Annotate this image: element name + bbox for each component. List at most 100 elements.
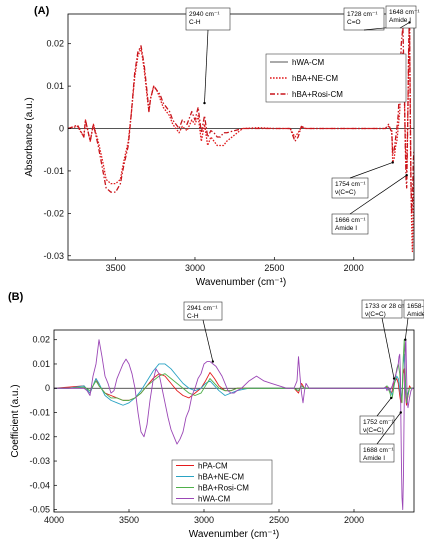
annotation-text: 1658-9. cm⁻¹ xyxy=(407,303,424,310)
annotation-text: C-H xyxy=(189,19,201,26)
legend-box xyxy=(265,53,407,103)
y-tick-label: 0.02 xyxy=(46,39,64,49)
legend-box xyxy=(171,459,273,505)
y-tick-label: 0.02 xyxy=(32,335,50,345)
y-tick-label: -0.04 xyxy=(29,480,50,490)
annotation-arrow-tip xyxy=(203,101,206,105)
y-tick-label: 0.01 xyxy=(46,81,64,91)
annotation-text: ν(C=C) xyxy=(363,427,384,434)
annotation: 2941 cm⁻¹C-H xyxy=(183,301,223,363)
annotation-arrow xyxy=(404,317,409,340)
legend-label: hWA-CM xyxy=(198,495,230,504)
x-tick-label: 2000 xyxy=(344,515,364,525)
annotation-text: 1754 cm⁻¹ xyxy=(335,181,366,188)
annotation-text: C=O xyxy=(347,19,361,26)
series-group xyxy=(68,17,414,253)
annotation-arrow-tip xyxy=(390,396,393,400)
x-tick-label: 2000 xyxy=(344,263,364,273)
y-tick-label: -0.03 xyxy=(29,456,50,466)
annotation-arrow xyxy=(381,317,395,379)
y-axis-title: Coefficient (a.u.) xyxy=(10,384,21,457)
panel-label: (A) xyxy=(34,5,50,17)
legend-label: hBA+NE-CM xyxy=(292,74,338,83)
x-tick-label: 3500 xyxy=(119,515,139,525)
x-axis-title: Wavenumber (cm⁻¹) xyxy=(196,277,286,288)
series-group xyxy=(54,339,414,511)
annotation-arrow xyxy=(349,174,407,215)
y-tick-label: -0.01 xyxy=(43,166,64,176)
annotation-text: 1752 cm⁻¹ xyxy=(363,419,394,426)
plot-frame xyxy=(67,13,415,261)
annotation-arrow xyxy=(349,162,393,179)
y-tick-label: 0.01 xyxy=(32,359,50,369)
annotation-box xyxy=(403,299,424,319)
series-line-hBA+Rosi-CM xyxy=(54,339,414,404)
x-tick-label: 3000 xyxy=(185,263,205,273)
legend-label: hBA+NE-CM xyxy=(198,473,244,482)
annotation-text: Amide I xyxy=(407,311,424,318)
y-tick-label: 0 xyxy=(59,124,64,134)
annotation-text: 2940 cm⁻¹ xyxy=(189,11,220,18)
annotation-text: 1733 or 28 cm⁻¹ xyxy=(365,303,413,310)
annotation: 1733 or 28 cm⁻¹ν(C=C) xyxy=(361,299,413,380)
annotation-arrow-tip xyxy=(404,338,407,341)
annotation-arrow-tip xyxy=(399,411,402,414)
x-tick-label: 2500 xyxy=(269,515,289,525)
annotation-arrow xyxy=(204,29,209,104)
legend-label: hBA+Rosi-CM xyxy=(292,90,343,99)
panel-A: (A) 3500 3000 2500 2000 -0.03 -0.02 -0.01 0 0.01 0… xyxy=(24,5,420,288)
annotation-arrow xyxy=(376,412,402,445)
annotation-arrow-tip xyxy=(408,21,411,24)
y-axis-title: Absorbance (a.u.) xyxy=(24,97,35,177)
x-tick-label: 2500 xyxy=(264,263,284,273)
annotation: 1754 cm⁻¹ν(C=C) xyxy=(331,161,394,199)
legend-label: hPA-CM xyxy=(198,462,228,471)
annotation-arrow-tip xyxy=(211,360,215,363)
annotation-text: ν(C=C) xyxy=(365,311,386,318)
annotation: 2940 cm⁻¹C-H xyxy=(185,7,231,105)
legend-label: hBA+Rosi-CM xyxy=(198,484,249,493)
annotation-arrow xyxy=(376,397,392,417)
y-tick-label: -0.02 xyxy=(43,208,64,218)
annotation-text: 1688 cm⁻¹ xyxy=(363,447,394,454)
annotation-text: 1648 cm⁻¹ xyxy=(389,9,420,16)
annotation-arrow-tip xyxy=(405,173,408,177)
y-tick-label: -0.01 xyxy=(29,408,50,418)
annotation-text: 1728 cm⁻¹ xyxy=(347,11,378,18)
series-line-hPA-CM xyxy=(54,368,414,406)
series-line-hWA-CM xyxy=(54,339,414,511)
legend: hPA-CM hBA+NE-CM hBA+Rosi-CM hWA-CM xyxy=(171,459,273,505)
annotation-arrow xyxy=(399,22,410,29)
annotation-arrow xyxy=(202,319,214,362)
annotation: 1752 cm⁻¹ν(C=C) xyxy=(359,396,394,435)
annotation-text: ν(C=C) xyxy=(335,189,356,196)
x-tick-label: 3000 xyxy=(194,515,214,525)
annotation-text: 1666 cm⁻¹ xyxy=(335,217,366,224)
y-tick-label: 0 xyxy=(45,383,50,393)
legend: hWA-CM hBA+NE-CM hBA+Rosi-CM xyxy=(265,53,407,103)
x-axis-title: Wavenumber (cm⁻¹) xyxy=(189,529,279,540)
x-tick-label: 3500 xyxy=(106,263,126,273)
x-tick-label: 4000 xyxy=(44,515,64,525)
panel-label: (B) xyxy=(8,291,24,303)
series-line-hBA+Rosi-CM xyxy=(68,17,414,214)
annotation-text: Amide I xyxy=(389,17,411,24)
panel-B: (B) 4000 3500 3000 2500 2000 -0.05 -0.04 -0.03 -0… xyxy=(8,291,424,540)
y-tick-label: -0.03 xyxy=(43,251,64,261)
series-line-hBA+NE-CM xyxy=(54,353,414,406)
legend-label: hWA-CM xyxy=(292,58,324,67)
y-tick-label: -0.05 xyxy=(29,505,50,515)
annotation-text: Amide I xyxy=(363,455,385,462)
annotation-arrow-tip xyxy=(392,377,396,380)
y-tick-label: -0.02 xyxy=(29,432,50,442)
annotation-text: C-H xyxy=(187,313,199,320)
annotation-text: Amide I xyxy=(335,225,357,232)
annotation-text: 2941 cm⁻¹ xyxy=(187,305,218,312)
plot-frame xyxy=(53,329,415,513)
